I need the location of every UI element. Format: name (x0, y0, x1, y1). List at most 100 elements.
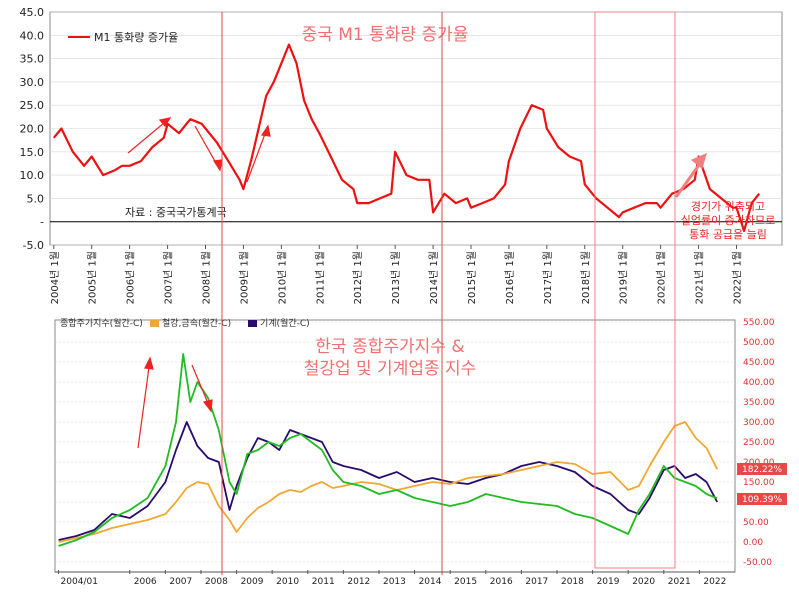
m1-legend: M1 통화량 증가율 (68, 31, 178, 44)
m1-x-tick: 2021년 1월 (694, 251, 706, 304)
m1-legend-label: M1 통화량 증가율 (94, 31, 178, 44)
m1-arrow-markups (127, 117, 707, 198)
kospi-chart: 550.00 500.00 450.00 400.00 350.00 300.00 250.… (54, 317, 787, 587)
m1-annotation-line3: 통화 공급을 늘림 (689, 228, 767, 241)
m1-arrowhead-1 (158, 117, 172, 128)
badge-steel: 182.22% (742, 465, 782, 475)
m1-x-tick: 2015년 1월 (466, 251, 478, 304)
kospi-y-tick: -50.00 (743, 558, 772, 568)
m1-y-tick-labels: 45.0 40.0 35.0 30.0 25.0 20.0 15.0 10.0 5.0 - -5.0 (20, 6, 45, 252)
m1-x-tick-labels: 2004년 1월 2005년 1월 2006년 1월 2007년 1월 2008년 1월… (49, 245, 743, 304)
kospi-x-tick: 2010 (276, 577, 299, 587)
kospi-series-line-3 (58, 353, 718, 547)
m1-x-tick: 2006년 1월 (125, 251, 137, 304)
kospi-y-tick: 50.00 (743, 518, 769, 528)
m1-y-tick: 25.0 (20, 99, 45, 112)
m1-x-tick: 2012년 1월 (352, 251, 364, 304)
kospi-x-tick: 2018 (561, 577, 584, 587)
kospi-legend-swatch-3 (248, 320, 257, 327)
kospi-y-tick: 450.00 (743, 358, 775, 368)
m1-y-tick: 15.0 (20, 146, 45, 159)
kospi-arrow-markups (137, 356, 213, 449)
m1-x-tick: 2016년 1월 (504, 251, 516, 304)
kospi-y-tick-labels: 550.00 500.00 450.00 400.00 350.00 300.00 250.… (743, 318, 775, 568)
kospi-x-tick: 2016 (490, 577, 513, 587)
m1-source-note: 자료 : 중국국가통계국 (125, 206, 227, 219)
kospi-x-tick: 2004/01 (61, 577, 98, 587)
kospi-x-tick: 2021 (668, 577, 691, 587)
m1-x-tick: 2019년 1월 (618, 251, 630, 304)
kospi-x-tick-labels: 2004/01 2006 2007 2008 2009 2010 2011 2012 2013 2… (55, 570, 735, 587)
kospi-title-line1: 한국 종합주가지수 & (315, 337, 464, 357)
reference-markups (221, 11, 676, 575)
m1-y-tick: 10.0 (20, 169, 45, 182)
ref-box-2020 (594, 11, 676, 569)
m1-chart-title: 중국 M1 통화량 증가율 (302, 25, 469, 45)
m1-x-tick: 2018년 1월 (580, 251, 592, 304)
m1-y-tick: 35.0 (20, 53, 45, 66)
kospi-x-tick: 2008 (205, 577, 228, 587)
kospi-y-tick: 0.00 (743, 538, 763, 548)
badge-machine-bg (737, 493, 787, 505)
m1-arrowhead-3 (260, 124, 271, 137)
kospi-arrowhead-up (144, 356, 154, 370)
m1-x-tick: 2007년 1월 (163, 251, 175, 304)
kospi-y-tick: 500.00 (743, 338, 775, 348)
kospi-plot-area (54, 319, 736, 573)
kospi-x-tick: 2014 (419, 577, 442, 587)
kospi-series-line-1 (58, 421, 718, 541)
kospi-x-tick: 2012 (347, 577, 370, 587)
kospi-y-tick: 250.00 (743, 438, 775, 448)
kospi-legend-swatch-2 (150, 320, 159, 327)
kospi-x-tick: 2017 (525, 577, 548, 587)
kospi-x-tick: 2009 (241, 577, 264, 587)
m1-x-tick: 2013년 1월 (390, 251, 402, 304)
m1-x-tick: 2022년 1월 (731, 251, 743, 304)
kospi-x-tick: 2007 (169, 577, 192, 587)
badge-steel-bg (737, 463, 787, 475)
kospi-legend-label-3: 기계(월간-C) (260, 317, 310, 329)
kospi-legend-label-2: 철강,금속(월간-C) (162, 317, 231, 329)
m1-y-tick: -5.0 (23, 239, 44, 252)
kospi-x-tick: 2015 (454, 577, 477, 587)
kospi-y-tick: 400.00 (743, 378, 775, 388)
m1-x-tick: 2008년 1월 (201, 251, 213, 304)
m1-x-tick: 2009년 1월 (238, 251, 250, 304)
m1-y-tick: - (40, 216, 44, 229)
kospi-legend: 종합주가지수(월간-C) 철강,금속(월간-C) 기계(월간-C) (60, 317, 310, 329)
m1-y-tick: 5.0 (27, 192, 45, 205)
m1-series-line (52, 43, 761, 233)
m1-arrowhead-2 (212, 159, 223, 172)
kospi-x-tick: 2006 (134, 577, 157, 587)
kospi-y-tick: 550.00 (743, 318, 775, 328)
m1-x-tick: 2010년 1월 (276, 251, 288, 304)
m1-series (52, 43, 761, 233)
m1-chart: 45.0 40.0 35.0 30.0 25.0 20.0 15.0 10.0 5.0 - -5.0… (20, 6, 783, 304)
m1-y-tick: 45.0 (20, 6, 45, 19)
kospi-arrow-up (137, 359, 151, 449)
kospi-x-tick: 2013 (383, 577, 406, 587)
badge-machine: 109.39% (742, 495, 782, 505)
m1-x-tick: 2005년 1월 (87, 251, 99, 304)
kospi-x-tick: 2019 (597, 577, 620, 587)
m1-x-tick: 2017년 1월 (542, 251, 554, 304)
m1-x-tick: 2014년 1월 (428, 251, 440, 304)
kospi-y-tick: 350.00 (743, 398, 775, 408)
m1-x-tick: 2020년 1월 (656, 251, 668, 304)
kospi-x-tick: 2022 (703, 577, 726, 587)
kospi-gridlines (55, 321, 735, 563)
kospi-x-tick: 2020 (632, 577, 655, 587)
m1-y-tick: 20.0 (20, 123, 45, 136)
m1-y-tick: 30.0 (20, 76, 45, 89)
kospi-y-tick: 300.00 (743, 418, 775, 428)
kospi-y-tick: 150.00 (743, 478, 775, 488)
m1-arrowhead-4 (690, 152, 707, 170)
m1-annotation-line1: 경기가 위축되고 (691, 200, 765, 213)
kospi-value-badges: 182.22% 109.39% (737, 463, 787, 505)
kospi-series (58, 353, 719, 547)
kospi-x-tick: 2011 (312, 577, 335, 587)
kospi-title-line2: 철강업 및 기계업종 지수 (304, 359, 477, 379)
kospi-arrowhead-down (202, 399, 213, 413)
m1-y-tick: 40.0 (20, 29, 45, 42)
